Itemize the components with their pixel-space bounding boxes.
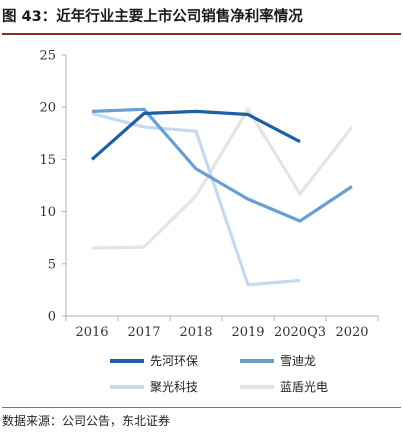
x-tick-label: 2017 (127, 325, 160, 340)
x-tick-label: 2020Q3 (274, 325, 326, 340)
legend-swatch (240, 384, 274, 389)
legend-label: 聚光科技 (150, 380, 199, 394)
title-divider (2, 33, 401, 35)
y-tick-label: 0 (48, 310, 56, 325)
legend-swatch (110, 384, 144, 389)
legend-label: 蓝盾光电 (280, 380, 329, 394)
legend-item: 雪迪龙 (240, 352, 316, 369)
legend-item: 聚光科技 (110, 378, 198, 395)
legend-label: 雪迪龙 (280, 354, 317, 368)
legend-item: 先河环保 (110, 352, 198, 369)
y-tick-label: 15 (39, 153, 56, 168)
line-chart: 0 5 10 15 20 25 2016 2017 2018 2019 2020Q3 2020 (39, 49, 379, 340)
legend-swatch (240, 358, 274, 363)
series-line-4 (91, 107, 354, 250)
x-tick-label: 2016 (75, 325, 108, 340)
series-line-1 (90, 109, 301, 161)
y-tick-label: 25 (39, 49, 56, 64)
x-tick-label: 2020 (335, 325, 368, 340)
series-line-3 (91, 111, 301, 287)
legend-swatch (110, 358, 144, 363)
y-tick-label: 10 (39, 205, 56, 220)
legend-item: 蓝盾光电 (240, 378, 328, 395)
source-divider (2, 407, 401, 408)
x-tick-label: 2018 (179, 325, 212, 340)
y-tick-label: 20 (39, 101, 56, 116)
x-tick-label: 2019 (231, 325, 264, 340)
legend-label: 先河环保 (150, 354, 199, 368)
y-tick-label: 5 (48, 257, 56, 272)
series-line-2 (91, 107, 353, 223)
source-note: 数据来源：公司公告，东北证券 (2, 414, 171, 428)
figure-title: 图 43：近年行业主要上市公司销售净利率情况 (2, 9, 303, 25)
